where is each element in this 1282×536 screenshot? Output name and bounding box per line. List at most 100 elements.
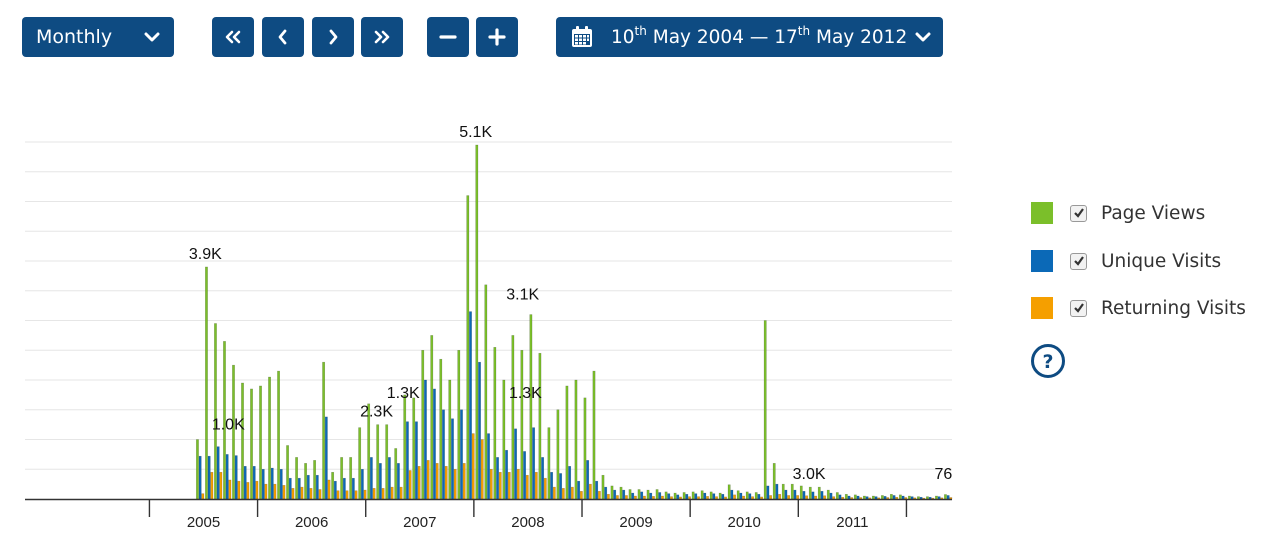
bar-returning-visits: [670, 496, 673, 500]
chevron-down-icon: [144, 31, 160, 43]
bar-returning-visits: [219, 471, 223, 500]
bar-returning-visits: [859, 497, 863, 500]
help-button[interactable]: ?: [1030, 343, 1066, 384]
first-page-button[interactable]: [212, 17, 254, 57]
bar-page-views: [565, 385, 569, 500]
legend-item-unique-visits[interactable]: Unique Visits: [1031, 249, 1221, 273]
bar-returning-visits: [688, 496, 691, 500]
x-tick-label: 2011: [836, 514, 868, 531]
bar-page-views: [313, 460, 317, 500]
bar-unique-visits: [802, 491, 806, 500]
next-page-button[interactable]: [312, 17, 354, 57]
bar-returning-visits: [246, 482, 250, 500]
bar-returning-visits: [778, 493, 782, 500]
bar-page-views: [655, 489, 659, 500]
bar-returning-visits: [372, 488, 376, 500]
bar-page-views: [898, 494, 902, 500]
bar-unique-visits: [288, 477, 292, 500]
bar-page-views: [385, 424, 389, 500]
bar-page-views: [484, 284, 488, 500]
bar-returning-visits: [543, 477, 547, 500]
bar-unique-visits: [306, 474, 310, 500]
bar-page-views: [781, 483, 785, 500]
bar-unique-visits: [406, 421, 409, 500]
bar-page-views: [331, 471, 335, 500]
bar-page-views: [853, 494, 857, 500]
bar-page-views: [862, 495, 866, 500]
bar-page-views: [709, 491, 713, 500]
bar-page-views: [268, 376, 271, 500]
bar-returning-visits: [579, 491, 583, 500]
legend-item-page-views[interactable]: Page Views: [1031, 201, 1205, 225]
bar-returning-visits: [300, 486, 304, 500]
bar-unique-visits: [297, 477, 301, 500]
bar-page-views: [935, 495, 938, 500]
data-label: 76: [935, 466, 953, 483]
bar-returning-visits: [417, 466, 421, 500]
bar-returning-visits: [273, 483, 277, 500]
bar-unique-visits: [198, 455, 202, 500]
bar-returning-visits: [507, 471, 511, 500]
bar-unique-visits: [541, 457, 545, 500]
bar-unique-visits: [532, 427, 536, 500]
bar-returning-visits: [697, 496, 700, 500]
bar-unique-visits: [748, 493, 752, 500]
bar-returning-visits: [661, 495, 664, 500]
bar-page-views: [817, 486, 821, 500]
bar-page-views: [574, 379, 578, 500]
bar-unique-visits: [424, 379, 427, 500]
bar-returning-visits: [471, 433, 475, 500]
bar-page-views: [358, 427, 362, 500]
bar-returning-visits: [634, 495, 637, 500]
bar-unique-visits: [703, 492, 707, 500]
chart-bars: [196, 144, 953, 500]
bar-unique-visits: [460, 409, 463, 500]
bar-unique-visits: [586, 460, 590, 500]
date-range-label: 10th May 2004 — 17th May 2012: [611, 24, 908, 49]
bar-page-views: [547, 427, 551, 500]
bar-returning-visits: [309, 488, 313, 500]
bar-unique-visits: [685, 493, 689, 500]
bar-returning-visits: [904, 497, 908, 500]
bar-unique-visits: [442, 409, 445, 500]
bar-page-views: [556, 409, 560, 500]
date-range-picker[interactable]: 10th May 2004 — 17th May 2012: [556, 17, 943, 57]
period-label: Monthly: [36, 26, 113, 48]
bar-page-views: [889, 493, 893, 500]
bar-returning-visits: [354, 490, 358, 500]
double-chevron-right-icon: [372, 30, 392, 44]
legend-checkbox[interactable]: [1070, 252, 1087, 270]
bar-unique-visits: [613, 489, 617, 500]
bar-unique-visits: [784, 489, 788, 500]
bar-unique-visits: [207, 455, 211, 500]
legend-item-returning-visits[interactable]: Returning Visits: [1031, 296, 1246, 320]
bar-unique-visits: [478, 361, 481, 500]
legend-checkbox[interactable]: [1070, 204, 1087, 222]
bar-unique-visits: [514, 428, 517, 500]
data-label: 3.9K: [189, 246, 222, 263]
bar-returning-visits: [381, 488, 385, 500]
bar-page-views: [322, 361, 326, 500]
zoom-out-button[interactable]: [427, 17, 469, 57]
bar-returning-visits: [949, 497, 953, 500]
bar-returning-visits: [408, 470, 412, 500]
bar-page-views: [457, 350, 461, 500]
bar-page-views: [376, 424, 380, 500]
bar-returning-visits: [751, 496, 754, 500]
zoom-in-button[interactable]: [476, 17, 518, 57]
bar-returning-visits: [498, 471, 502, 500]
calendar-icon: [570, 25, 594, 49]
bar-returning-visits: [733, 494, 736, 500]
bar-page-views: [646, 489, 650, 500]
legend-checkbox[interactable]: [1070, 299, 1087, 317]
bar-returning-visits: [787, 495, 791, 500]
bar-unique-visits: [252, 466, 256, 500]
bar-page-views: [745, 491, 749, 500]
period-select[interactable]: Monthly: [22, 17, 174, 57]
bar-page-views: [790, 483, 794, 500]
previous-page-button[interactable]: [262, 17, 304, 57]
bar-unique-visits: [721, 493, 725, 500]
bar-unique-visits: [550, 471, 554, 500]
last-page-button[interactable]: [361, 17, 403, 57]
bar-unique-visits: [847, 495, 851, 500]
